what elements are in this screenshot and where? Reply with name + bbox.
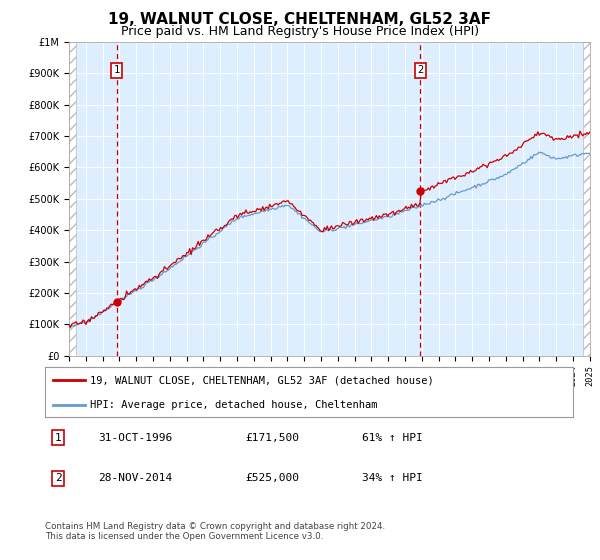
- Text: 2: 2: [55, 473, 62, 483]
- Text: 28-NOV-2014: 28-NOV-2014: [98, 473, 172, 483]
- Text: 19, WALNUT CLOSE, CHELTENHAM, GL52 3AF: 19, WALNUT CLOSE, CHELTENHAM, GL52 3AF: [109, 12, 491, 27]
- Text: 19, WALNUT CLOSE, CHELTENHAM, GL52 3AF (detached house): 19, WALNUT CLOSE, CHELTENHAM, GL52 3AF (…: [90, 375, 434, 385]
- Text: 1: 1: [55, 433, 62, 443]
- Text: Price paid vs. HM Land Registry's House Price Index (HPI): Price paid vs. HM Land Registry's House …: [121, 25, 479, 38]
- Text: 1: 1: [113, 65, 119, 75]
- Text: £525,000: £525,000: [245, 473, 299, 483]
- Text: 2: 2: [417, 65, 424, 75]
- Bar: [69, 42, 76, 356]
- Text: 61% ↑ HPI: 61% ↑ HPI: [362, 433, 422, 443]
- Text: 34% ↑ HPI: 34% ↑ HPI: [362, 473, 422, 483]
- Text: £171,500: £171,500: [245, 433, 299, 443]
- Text: HPI: Average price, detached house, Cheltenham: HPI: Average price, detached house, Chel…: [90, 400, 377, 409]
- Text: Contains HM Land Registry data © Crown copyright and database right 2024.
This d: Contains HM Land Registry data © Crown c…: [45, 522, 385, 542]
- Text: 31-OCT-1996: 31-OCT-1996: [98, 433, 172, 443]
- Bar: [583, 42, 590, 356]
